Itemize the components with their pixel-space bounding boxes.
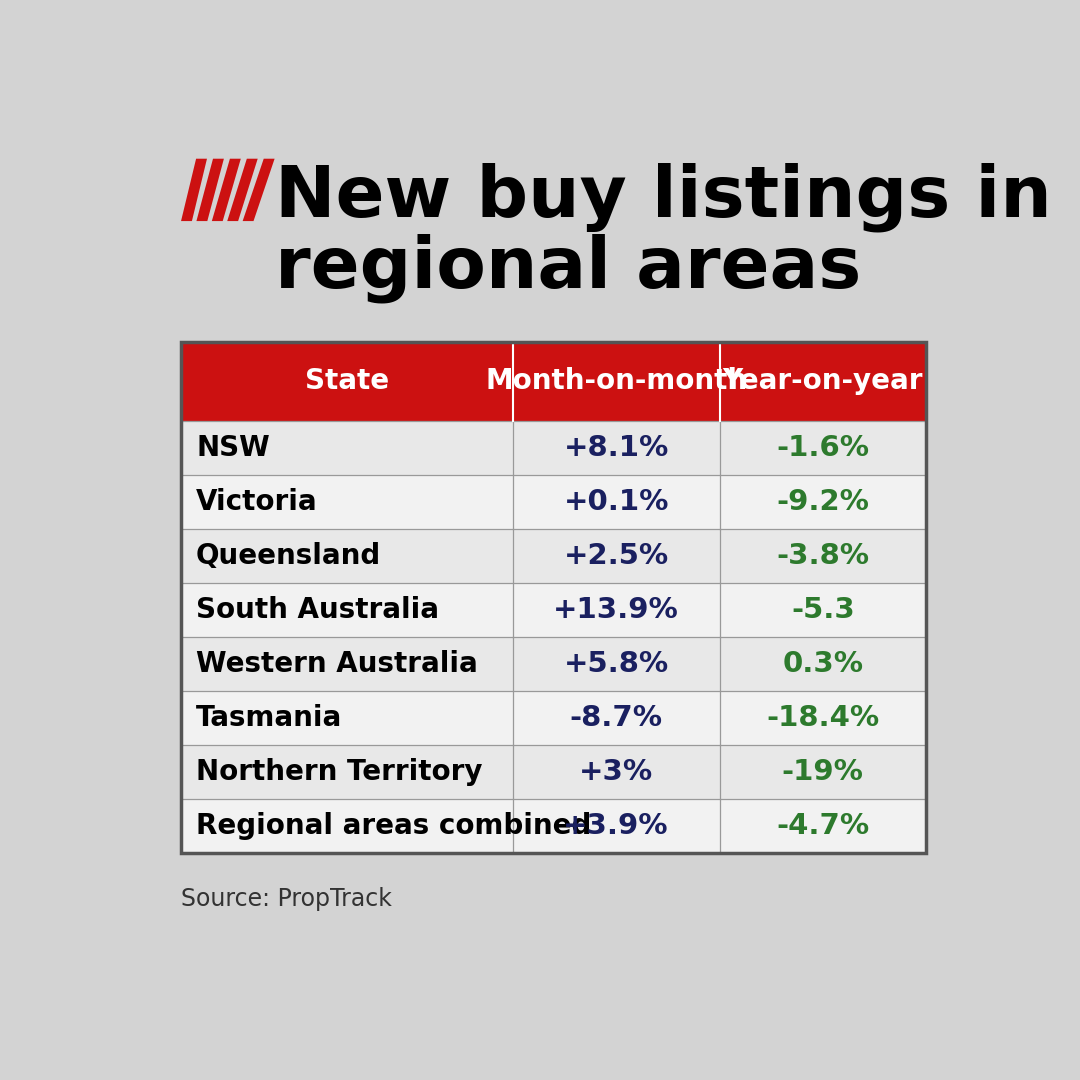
Text: -8.7%: -8.7% — [569, 704, 662, 732]
Text: +5.8%: +5.8% — [564, 650, 669, 678]
Text: -4.7%: -4.7% — [777, 812, 869, 840]
Text: Tasmania: Tasmania — [197, 704, 342, 732]
FancyBboxPatch shape — [181, 583, 926, 637]
Text: -3.8%: -3.8% — [777, 542, 869, 570]
Polygon shape — [243, 159, 274, 221]
Text: Regional areas combined: Regional areas combined — [197, 812, 592, 840]
Text: +2.5%: +2.5% — [564, 542, 669, 570]
Text: +3%: +3% — [579, 758, 653, 786]
Polygon shape — [197, 159, 224, 221]
FancyBboxPatch shape — [181, 691, 926, 745]
Text: Northern Territory: Northern Territory — [197, 758, 483, 786]
Polygon shape — [181, 159, 207, 221]
Text: +0.1%: +0.1% — [564, 488, 669, 516]
Text: -18.4%: -18.4% — [766, 704, 879, 732]
Text: Month-on-month: Month-on-month — [485, 367, 747, 395]
Text: -9.2%: -9.2% — [777, 488, 869, 516]
FancyBboxPatch shape — [181, 637, 926, 691]
FancyBboxPatch shape — [181, 529, 926, 583]
Text: NSW: NSW — [197, 434, 270, 461]
Text: South Australia: South Australia — [197, 596, 440, 624]
Text: 0.3%: 0.3% — [782, 650, 863, 678]
Polygon shape — [212, 159, 241, 221]
FancyBboxPatch shape — [181, 421, 926, 475]
Text: New buy listings in: New buy listings in — [274, 163, 1052, 232]
Text: Year-on-year: Year-on-year — [723, 367, 923, 395]
FancyBboxPatch shape — [181, 341, 926, 420]
Text: +3.9%: +3.9% — [564, 812, 669, 840]
FancyBboxPatch shape — [181, 745, 926, 799]
Text: State: State — [305, 367, 389, 395]
Text: -1.6%: -1.6% — [777, 434, 869, 461]
Text: +13.9%: +13.9% — [553, 596, 679, 624]
Text: -5.3: -5.3 — [791, 596, 854, 624]
Text: +8.1%: +8.1% — [564, 434, 669, 461]
Text: Source: PropTrack: Source: PropTrack — [181, 887, 392, 910]
FancyBboxPatch shape — [181, 799, 926, 853]
Text: -19%: -19% — [782, 758, 864, 786]
Text: Western Australia: Western Australia — [197, 650, 477, 678]
Text: regional areas: regional areas — [274, 233, 861, 303]
Text: Victoria: Victoria — [197, 488, 318, 516]
Text: Queensland: Queensland — [197, 542, 381, 570]
Polygon shape — [227, 159, 258, 221]
FancyBboxPatch shape — [181, 475, 926, 529]
